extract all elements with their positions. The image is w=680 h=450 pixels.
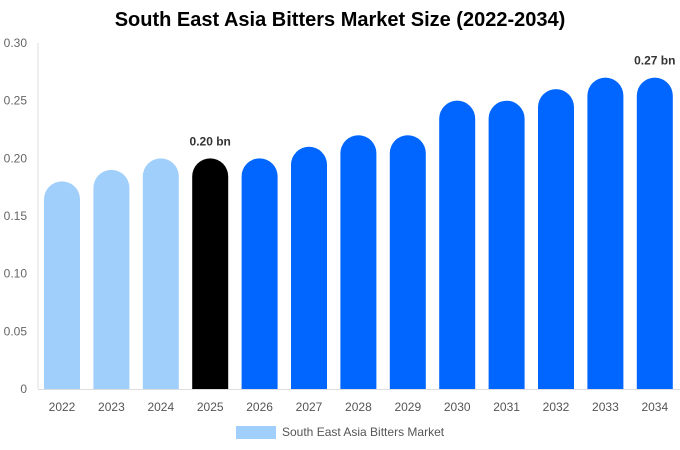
bar-2034[interactable] — [636, 77, 673, 389]
bar-2033[interactable] — [587, 77, 624, 389]
bar-2025[interactable] — [192, 158, 229, 389]
x-tick-label: 2022 — [49, 400, 76, 414]
y-tick-label: 0.25 — [4, 94, 28, 108]
bar-2032[interactable] — [538, 89, 574, 389]
x-tick-label: 2024 — [147, 400, 174, 414]
y-tick-label: 0 — [20, 382, 27, 396]
y-tick-label: 0.30 — [4, 36, 28, 50]
bar-2029[interactable] — [389, 135, 426, 389]
y-tick-label: 0.20 — [4, 151, 28, 165]
x-tick-label: 2033 — [592, 400, 619, 414]
x-tick-label: 2031 — [493, 400, 520, 414]
chart-title: South East Asia Bitters Market Size (202… — [114, 9, 566, 31]
bar-2030[interactable] — [439, 100, 476, 389]
legend-swatch — [236, 425, 276, 439]
bar-2024[interactable] — [142, 158, 179, 389]
x-tick-label: 2028 — [345, 400, 372, 414]
x-tick-label: 2026 — [246, 400, 273, 414]
x-tick-label: 2032 — [543, 400, 570, 414]
x-tick-label: 2030 — [444, 400, 471, 414]
x-tick-label: 2027 — [296, 400, 323, 414]
x-tick-label: 2025 — [197, 400, 224, 414]
legend-label: South East Asia Bitters Market — [282, 425, 445, 439]
x-tick-label: 2023 — [98, 400, 125, 414]
x-tick-label: 2034 — [641, 400, 668, 414]
y-tick-label: 0.15 — [4, 209, 28, 223]
y-tick-label: 0.10 — [4, 267, 28, 281]
bar-2022[interactable] — [44, 181, 80, 389]
bar-2026[interactable] — [241, 158, 278, 389]
y-tick-label: 0.05 — [4, 324, 28, 338]
bar-2028[interactable] — [340, 135, 377, 389]
x-tick-label: 2029 — [394, 400, 421, 414]
legend[interactable]: South East Asia Bitters Market — [236, 425, 444, 439]
data-label: 0.27 bn — [634, 54, 675, 68]
bar-2027[interactable] — [291, 146, 327, 389]
data-label: 0.20 bn — [190, 134, 231, 148]
bar-2031[interactable] — [488, 100, 525, 389]
bar-2023[interactable] — [93, 169, 130, 389]
